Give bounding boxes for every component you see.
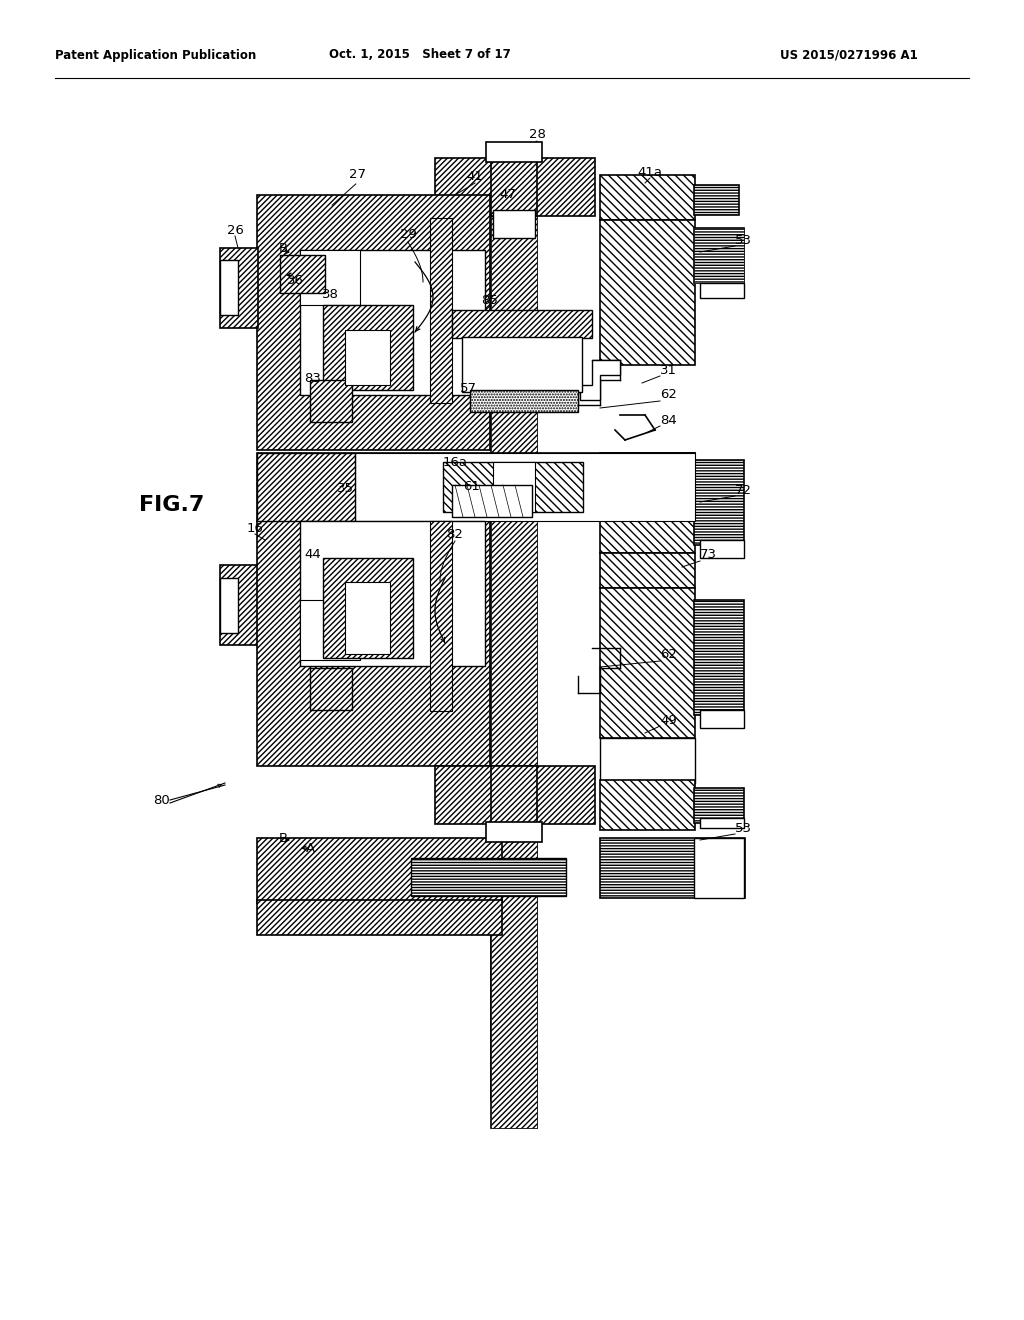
Bar (300, 249, 360, 305)
Bar (600, 838, 745, 898)
Bar (257, 900, 502, 935)
Text: 38: 38 (322, 289, 339, 301)
Text: 72: 72 (735, 483, 752, 496)
Bar (257, 195, 490, 450)
Bar (443, 462, 583, 512)
Bar (694, 185, 739, 215)
Bar (220, 260, 238, 315)
Text: 16a: 16a (442, 457, 468, 470)
Text: 73: 73 (700, 549, 717, 561)
Text: 35: 35 (337, 482, 353, 495)
Bar (220, 578, 238, 634)
Bar (462, 337, 582, 392)
Text: 47: 47 (500, 187, 516, 201)
Bar (435, 766, 595, 824)
Text: 41a: 41a (638, 165, 663, 178)
Bar (694, 228, 744, 282)
Bar (452, 484, 532, 517)
Bar (493, 210, 535, 238)
Text: 85: 85 (481, 293, 499, 306)
Bar (694, 838, 744, 898)
Bar (310, 380, 352, 422)
Bar (600, 587, 695, 738)
Bar (452, 310, 592, 338)
Bar (300, 521, 485, 667)
Text: B: B (279, 832, 288, 845)
Bar (694, 228, 744, 282)
Bar (700, 282, 744, 298)
Bar (600, 738, 695, 783)
Text: 41: 41 (467, 170, 483, 183)
Bar (490, 766, 537, 824)
Text: 49: 49 (660, 714, 677, 726)
Text: 29: 29 (399, 228, 417, 242)
Bar (694, 459, 744, 545)
Bar (486, 822, 542, 842)
Bar (430, 218, 452, 403)
Text: B: B (279, 242, 288, 255)
Text: FIG.7: FIG.7 (139, 495, 205, 515)
Bar (300, 249, 485, 395)
Bar (600, 780, 695, 830)
Bar (323, 305, 413, 389)
Bar (600, 453, 695, 553)
Bar (257, 453, 695, 521)
Bar (600, 220, 695, 366)
Text: 57: 57 (460, 381, 476, 395)
Bar (345, 582, 390, 653)
Bar (470, 389, 578, 412)
Bar (700, 818, 744, 828)
Text: A: A (305, 842, 314, 854)
Bar (694, 788, 744, 822)
Text: 80: 80 (154, 793, 170, 807)
Bar (435, 158, 595, 216)
Text: 62: 62 (660, 388, 677, 401)
Polygon shape (580, 360, 620, 400)
Text: 44: 44 (304, 549, 322, 561)
Text: 36: 36 (287, 273, 303, 286)
Bar (257, 838, 502, 903)
Bar (490, 158, 537, 216)
Text: 16: 16 (247, 521, 263, 535)
Bar (700, 540, 744, 558)
Bar (355, 453, 695, 521)
Bar (310, 668, 352, 710)
Text: 62: 62 (660, 648, 677, 661)
Text: 84: 84 (660, 413, 677, 426)
Bar (700, 710, 744, 729)
Bar (430, 521, 452, 711)
Bar (490, 838, 537, 1129)
Bar (694, 601, 744, 715)
Text: 31: 31 (660, 363, 677, 376)
Bar (493, 462, 535, 512)
Bar (345, 330, 390, 385)
Bar (257, 453, 355, 521)
Text: 27: 27 (349, 169, 367, 181)
Bar (411, 858, 566, 896)
Text: Patent Application Publication: Patent Application Publication (55, 49, 256, 62)
Text: 61: 61 (464, 480, 480, 494)
Bar (300, 601, 360, 660)
Bar (220, 565, 258, 645)
Text: Oct. 1, 2015   Sheet 7 of 17: Oct. 1, 2015 Sheet 7 of 17 (329, 49, 511, 62)
Text: 53: 53 (735, 821, 752, 834)
Bar (280, 255, 325, 293)
Text: US 2015/0271996 A1: US 2015/0271996 A1 (780, 49, 918, 62)
Bar (600, 553, 695, 587)
Bar (220, 248, 258, 327)
Text: 83: 83 (304, 371, 322, 384)
Text: 28: 28 (528, 128, 546, 141)
Bar (490, 158, 537, 1100)
Bar (490, 838, 537, 1129)
Bar (600, 176, 695, 220)
Text: 82: 82 (446, 528, 464, 541)
Text: 26: 26 (226, 223, 244, 236)
Bar (323, 558, 413, 657)
Text: 53: 53 (735, 234, 752, 247)
Bar (490, 158, 537, 1100)
Bar (486, 143, 542, 162)
Bar (257, 521, 490, 766)
